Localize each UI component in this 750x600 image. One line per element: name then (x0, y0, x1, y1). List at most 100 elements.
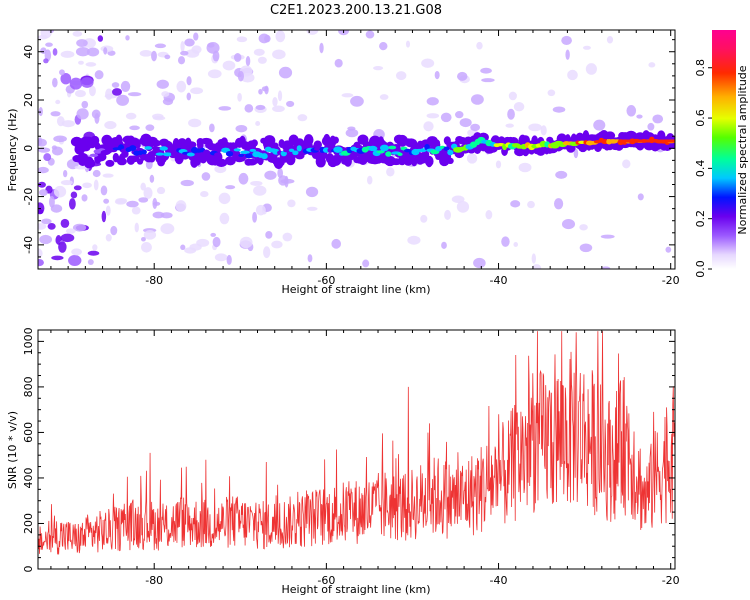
spectral-noise-blob (151, 50, 157, 62)
spectral-noise-blob (647, 122, 655, 131)
spectral-noise-blob (219, 212, 230, 225)
spectral-noise-blob (52, 48, 58, 56)
spectral-noise-blob (184, 38, 195, 47)
spectral-noise-blob (253, 48, 265, 56)
y-tick-label: -20 (22, 188, 35, 206)
spectral-noise-blob (606, 36, 614, 44)
spectral-noise-blob (567, 69, 578, 81)
spectral-noise-blob (277, 168, 284, 179)
spectral-noise-blob (207, 69, 222, 79)
ridge-halo-blob (149, 139, 162, 147)
ridge-peak-segment (624, 139, 628, 143)
spectral-noise-blob (473, 257, 486, 269)
ridge-peak-segment (631, 139, 635, 143)
spectral-noise-blob (111, 82, 120, 88)
spectral-noise-blob (365, 30, 375, 39)
spectral-noise-blob (143, 187, 153, 199)
spectral-noise-blob (237, 92, 242, 102)
snr-x-label: Height of straight line (km) (281, 583, 430, 596)
snr-series-line (38, 331, 675, 555)
ridge-core-blob (141, 149, 147, 155)
spectral-noise-blob (134, 222, 139, 233)
y-tick-label: 400 (22, 467, 35, 488)
spectral-noise-blob (76, 39, 88, 47)
spectral-noise-blob (527, 200, 535, 209)
ridge-halo-blob (272, 142, 279, 149)
spectral-noise-blob (72, 31, 83, 37)
spectral-noise-blob (53, 185, 67, 198)
spectral-noise-blob (626, 104, 637, 117)
spectrogram-y-label: Frequency (Hz) (6, 109, 19, 192)
spectrogram-heatmap (38, 30, 675, 269)
colorbar-axis: 0.0 0.2 0.4 0.6 0.8 (694, 59, 712, 278)
ridge-core-blob (379, 144, 390, 152)
spectral-noise-blob (200, 191, 209, 198)
ridge-peak-segment (650, 139, 654, 143)
spectral-noise-blob (440, 112, 452, 123)
spectral-noise-blob (60, 233, 75, 243)
spectral-noise-blob (255, 104, 266, 111)
spectral-noise-blob (87, 259, 94, 265)
spectral-noise-blob (50, 111, 61, 117)
ridge-core-blob (388, 145, 397, 150)
colorbar-label: Normalized spectral amplitude (736, 65, 749, 234)
spectral-noise-blob (145, 124, 155, 131)
spectral-noise-blob (505, 123, 514, 128)
spectral-noise-blob (451, 195, 465, 204)
spectral-noise-blob (255, 120, 261, 127)
spectral-noise-blob (188, 118, 202, 128)
spectral-noise-blob (652, 114, 664, 124)
spectrogram-frame (37, 29, 676, 270)
ridge-halo-blob (332, 136, 339, 144)
colorbar-tick-label: 0.2 (694, 210, 707, 228)
spectral-noise-blob (579, 243, 593, 253)
figure-title: C2E1.2023.200.13.21.G08 (270, 3, 442, 18)
ridge-halo-blob (215, 158, 228, 167)
ridge-core-blob (447, 149, 454, 156)
spectral-noise-blob (39, 234, 53, 245)
spectral-noise-blob (101, 210, 107, 223)
spectral-noise-blob (74, 89, 87, 98)
spectral-noise-blob (226, 254, 232, 265)
spectral-noise-blob (104, 121, 117, 130)
ridge-peak-segment (642, 139, 646, 143)
ridge-core-blob (147, 150, 157, 158)
spectral-noise-blob (286, 100, 295, 107)
ridge-core-blob (238, 153, 245, 158)
spectral-noise-blob (140, 182, 147, 191)
spectral-noise-blob (97, 35, 104, 42)
y-tick-label: 200 (22, 513, 35, 534)
spectral-noise-blob (164, 54, 171, 60)
spectral-noise-blob (115, 197, 128, 204)
spectral-noise-blob (305, 186, 319, 198)
ridge-core-blob (186, 152, 195, 157)
spectral-noise-blob (501, 236, 510, 247)
spectral-noise-blob (68, 198, 76, 210)
spectral-noise-blob (455, 111, 464, 119)
spectral-noise-blob (225, 185, 236, 190)
spectral-noise-blob (38, 137, 43, 146)
spectral-noise-blob (540, 125, 547, 136)
spectral-noise-blob (193, 32, 199, 41)
spectral-noise-blob (75, 46, 90, 57)
ridge-core-blob (261, 153, 268, 160)
ridge-core-blob (245, 153, 253, 159)
spectral-noise-blob (240, 72, 255, 83)
spectral-noise-blob (85, 62, 97, 67)
spectral-noise-blob (180, 179, 194, 187)
ridge-peak-segment (621, 139, 625, 143)
spectral-noise-blob (565, 49, 570, 60)
spectral-noise-blob (367, 175, 373, 185)
ridge-peak-segment (652, 139, 656, 143)
spectral-noise-blob (218, 106, 232, 111)
spectral-noise-blob (100, 185, 108, 196)
spectral-noise-blob (252, 211, 258, 223)
spectral-noise-blob (93, 179, 99, 191)
x-tick-label: -60 (317, 574, 335, 587)
ridge-halo-blob (263, 135, 276, 146)
ridge-halo-blob (224, 156, 236, 166)
spectral-noise-blob (297, 114, 308, 122)
ridge-peak-segment (660, 139, 664, 143)
spectral-noise-blob (485, 210, 493, 220)
spectral-noise-blob (190, 87, 204, 95)
